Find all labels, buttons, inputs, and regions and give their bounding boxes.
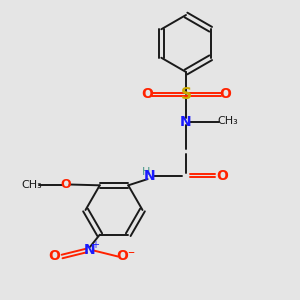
- Text: S: S: [181, 87, 191, 102]
- Text: N: N: [84, 244, 96, 257]
- Text: CH₃: CH₃: [218, 116, 239, 127]
- Text: O⁻: O⁻: [116, 250, 135, 263]
- Text: O: O: [61, 178, 71, 191]
- Text: CH₃: CH₃: [21, 179, 42, 190]
- Text: +: +: [92, 240, 99, 250]
- Text: O: O: [48, 250, 60, 263]
- Text: H: H: [142, 167, 151, 177]
- Text: N: N: [180, 115, 192, 128]
- Text: O: O: [219, 88, 231, 101]
- Text: O: O: [141, 88, 153, 101]
- Text: N: N: [144, 169, 156, 182]
- Text: O: O: [217, 169, 229, 182]
